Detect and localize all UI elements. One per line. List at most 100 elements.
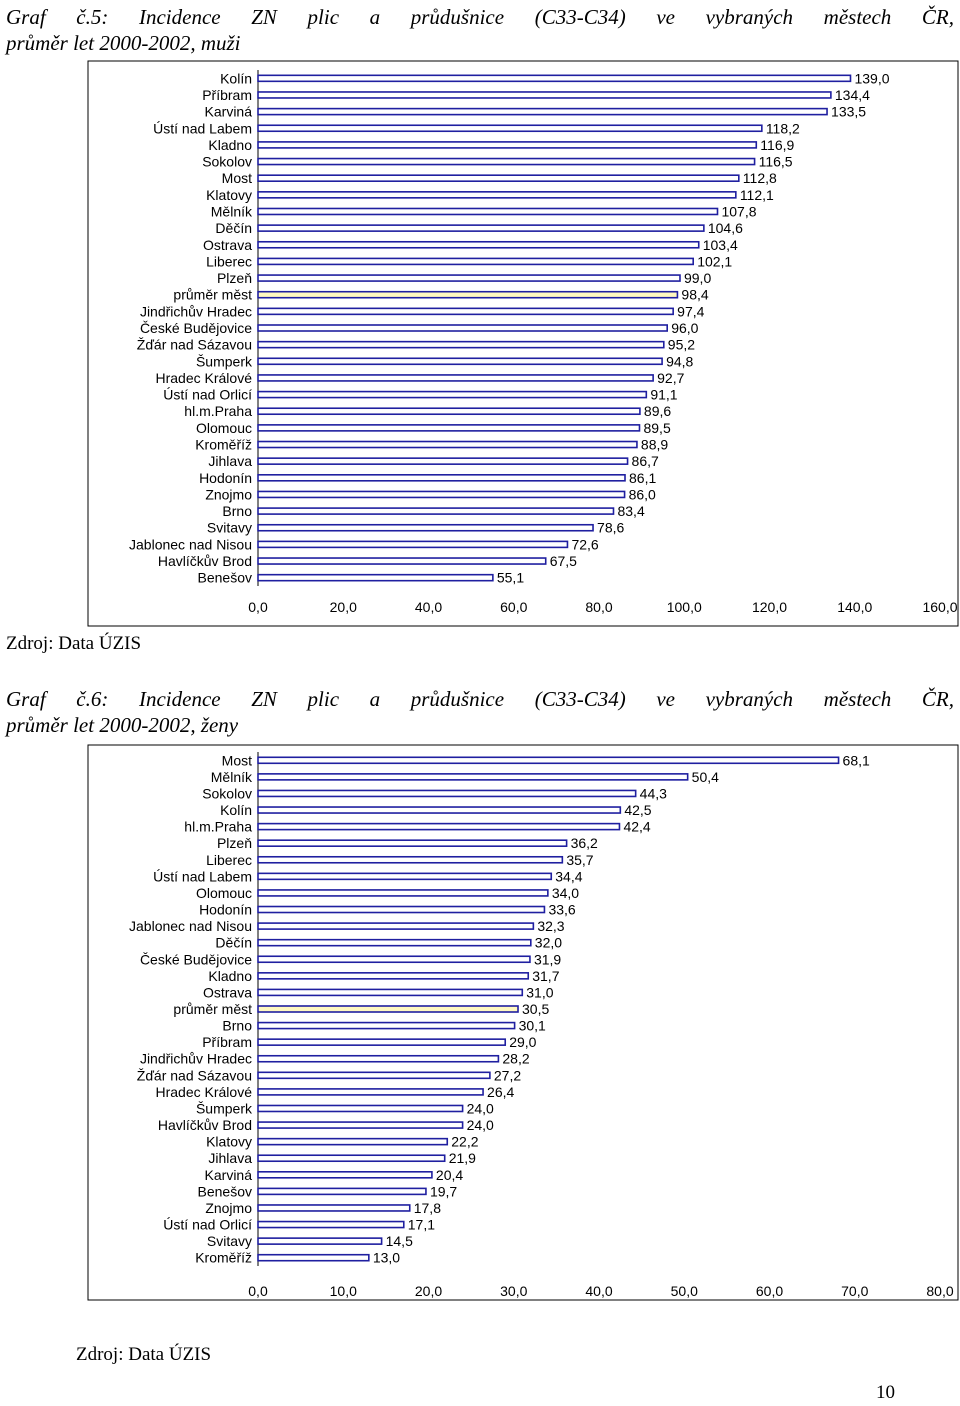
bar [257,1021,516,1030]
bar [257,407,641,416]
chart-frame [87,60,959,627]
value-label: 116,5 [759,154,793,170]
category-label: Mělník [211,203,253,219]
category-label: hl.m.Praha [184,403,252,419]
value-label: 30,1 [519,1018,546,1034]
category-label: Benešov [198,570,252,586]
category-label: hl.m.Praha [184,819,252,835]
bar [257,905,546,914]
value-label: 134,4 [835,87,870,103]
bar [257,557,547,565]
value-label: 19,7 [430,1183,457,1199]
category-label: Znojmo [205,486,252,502]
value-label: 28,2 [502,1051,529,1067]
category-label: Ostrava [203,237,252,253]
value-label: 95,2 [668,337,695,353]
value-label: 89,6 [644,403,671,419]
value-label: 118,2 [766,120,800,136]
category-label: Karviná [205,104,253,120]
category-label: České Budějovice [140,951,252,967]
source-note: Zdroj: Data ÚZIS [6,633,142,654]
x-tick-label: 100,0 [667,599,702,615]
bar [257,1220,405,1229]
category-label: Kolín [220,802,252,818]
x-tick-label: 20,0 [330,599,357,615]
value-label: 14,5 [386,1233,413,1249]
value-label: 89,5 [643,420,670,436]
category-label: Hradec Králové [156,370,253,386]
value-label: 88,9 [641,437,668,453]
category-label: Kladno [208,137,252,153]
value-label: 32,0 [535,935,562,951]
bar [257,1038,507,1046]
bar [257,922,535,930]
value-label: 96,0 [671,320,698,336]
value-label: 29,0 [509,1034,536,1050]
value-label: 24,0 [467,1117,494,1133]
value-label: 26,4 [487,1084,514,1100]
bar [257,773,689,781]
bar [257,474,626,482]
bar [257,839,568,847]
value-label: 33,6 [548,902,575,918]
category-label: Jihlava [208,1150,252,1166]
page-number: 10 [876,1382,895,1403]
bar [257,490,626,499]
value-label: 67,5 [550,553,577,569]
category-label: průměr měst [173,1001,252,1017]
category-label: Hradec Králové [156,1084,253,1100]
value-label: 112,1 [740,187,774,203]
bar [257,257,695,266]
bar [257,972,530,980]
value-label: 44,3 [640,785,667,801]
category-label: Liberec [206,253,252,269]
x-tick-label: 50,0 [671,1283,698,1299]
category-label: Ostrava [203,984,252,1000]
category-label: Klatovy [206,187,252,203]
bar [257,955,531,964]
value-label: 97,4 [677,303,704,319]
caption-line-2: průměr let 2000-2002, ženy [6,713,239,737]
category-label: Ústí nad Labem [153,868,252,884]
category-label: Svitavy [207,1233,252,1249]
category-label: Liberec [206,852,252,868]
bar [257,207,719,216]
category-label: Kroměříž [195,1250,252,1266]
bar [257,340,665,349]
bar [257,174,740,182]
value-label: 103,4 [703,237,738,253]
bar-average [257,290,679,299]
value-label: 68,1 [843,752,870,768]
value-label: 92,7 [657,370,684,386]
value-label: 17,8 [414,1200,441,1216]
category-label: Kroměříž [195,437,252,453]
bar [257,390,648,399]
value-label: 24,0 [467,1100,494,1116]
category-label: Šumperk [196,1100,253,1116]
bar [257,1253,370,1262]
category-label: Jindřichův Hradec [140,1051,252,1067]
category-label: Jablonec nad Nisou [129,536,252,552]
bar [257,789,637,798]
bar [257,1154,446,1163]
category-label: Olomouc [196,885,252,901]
bar [257,938,532,947]
value-label: 139,0 [854,70,889,86]
bar-average [257,1005,519,1013]
category-label: Ústí nad Labem [153,120,252,136]
bar-chart-men: Kolín 139,0 Příbram 134,4 Karviná 133,5 Ústí n… [87,60,959,627]
bar [257,1137,449,1146]
caption-line-1: Graf č.6: Incidence ZN plic a průdušnice… [6,687,954,711]
value-label: 78,6 [597,520,624,536]
value-label: 86,7 [632,453,659,469]
value-label: 42,4 [623,819,650,835]
chart-caption-men: Graf č.5: Incidence ZN plic a průdušnice… [6,4,954,56]
bar [257,74,852,83]
value-label: 83,4 [617,503,644,519]
bar [257,1171,433,1179]
bar [257,157,756,166]
category-label: Děčín [215,220,252,236]
bar [257,806,622,814]
value-label: 86,1 [629,470,656,486]
x-tick-label: 0,0 [248,599,268,615]
